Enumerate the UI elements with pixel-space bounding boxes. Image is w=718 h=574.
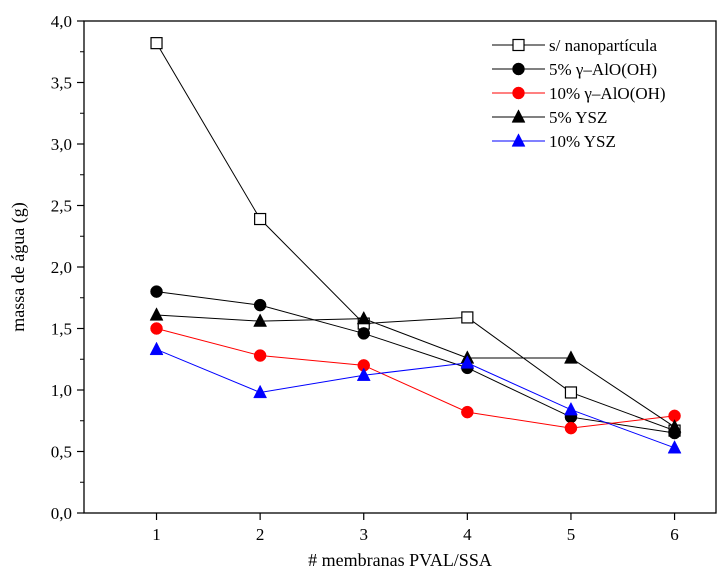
data-point — [564, 350, 578, 364]
legend-item: s/ nanopartícula — [492, 36, 658, 55]
x-tick-label: 1 — [152, 525, 161, 544]
legend-marker — [511, 109, 526, 123]
data-point — [667, 419, 682, 433]
data-point — [253, 384, 268, 399]
x-tick-label: 4 — [463, 525, 472, 544]
series-2 — [150, 322, 681, 435]
series-layer — [149, 37, 682, 454]
y-tick-label: 2,0 — [51, 258, 72, 277]
data-point — [356, 310, 371, 325]
series-line — [156, 314, 675, 428]
data-point — [253, 349, 267, 362]
legend-item: 10% YSZ — [492, 132, 616, 151]
legend: s/ nanopartícula 5% γ–AlO(OH) 10% γ–AlO(OH… — [492, 36, 666, 151]
data-point — [253, 313, 268, 327]
x-axis-title: # membranas PVAL/SSA — [308, 550, 492, 570]
series-3 — [149, 307, 682, 433]
y-tick-label: 3,0 — [51, 135, 72, 154]
y-tick-label: 3,5 — [51, 74, 72, 93]
data-point — [149, 307, 164, 321]
data-point — [150, 37, 163, 50]
data-point — [460, 355, 475, 369]
x-tick-label: 2 — [256, 525, 265, 544]
y-tick-label: 1,5 — [51, 320, 72, 339]
y-axis-ticks: 0,0 0,5 1,0 1,5 2,0 2,5 3,0 3,5 4,0 — [51, 12, 84, 523]
legend-item: 5% YSZ — [492, 108, 607, 127]
x-tick-label: 3 — [359, 525, 368, 544]
data-point — [461, 311, 474, 324]
legend-label: 5% γ–AlO(OH) — [549, 60, 657, 79]
x-tick-label: 6 — [670, 525, 679, 544]
legend-item: 10% γ–AlO(OH) — [492, 84, 666, 103]
legend-label: 5% YSZ — [549, 108, 607, 127]
legend-marker — [511, 133, 526, 147]
legend-item: 5% γ–AlO(OH) — [492, 60, 657, 79]
data-point — [564, 401, 578, 416]
legend-label: s/ nanopartícula — [549, 36, 658, 55]
y-tick-label: 1,0 — [51, 381, 72, 400]
data-point — [564, 386, 578, 399]
data-point — [149, 341, 164, 356]
series-line — [156, 328, 675, 429]
data-point — [461, 405, 474, 419]
x-axis-ticks: 1 2 3 4 5 6 — [152, 513, 679, 544]
legend-marker — [512, 86, 525, 100]
y-tick-label: 0,0 — [51, 504, 72, 523]
x-tick-label: 5 — [567, 525, 576, 544]
data-point — [357, 327, 370, 340]
data-point — [356, 367, 371, 381]
data-point — [253, 298, 267, 312]
data-point — [254, 212, 267, 226]
series-line — [156, 348, 675, 449]
data-point — [150, 285, 163, 298]
series-line — [156, 291, 675, 434]
legend-label: 10% YSZ — [549, 132, 616, 151]
legend-label: 10% γ–AlO(OH) — [549, 84, 666, 103]
y-axis-title: massa de água (g) — [8, 202, 29, 331]
series-line — [156, 42, 675, 432]
legend-marker — [512, 38, 525, 52]
y-tick-label: 4,0 — [51, 12, 72, 31]
legend-marker — [512, 62, 525, 76]
data-point — [667, 440, 682, 454]
y-tick-label: 2,5 — [51, 197, 72, 216]
series-1 — [150, 285, 681, 440]
y-tick-label: 0,5 — [51, 443, 72, 462]
data-point — [564, 421, 578, 435]
data-point — [150, 322, 163, 335]
series-4 — [149, 341, 682, 454]
